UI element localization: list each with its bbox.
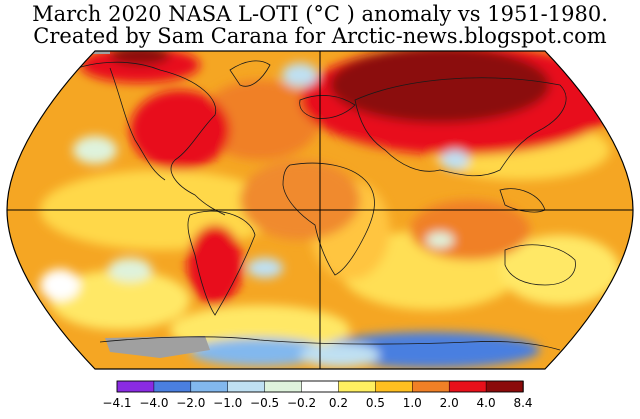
map-title-line-1: March 2020 NASA L-OTI (°C ) anomaly vs 1… (32, 2, 608, 26)
cool-patch (247, 258, 283, 278)
legend-tick-label: 0.2 (328, 396, 348, 410)
legend-tick-label: 8.4 (513, 396, 533, 410)
map-title-line-2: Created by Sam Carana for Arctic-news.bl… (33, 24, 607, 48)
coastline-asia (354, 77, 567, 177)
legend-tick-label: 2.0 (439, 396, 459, 410)
cool-patch (282, 63, 318, 87)
legend-swatches (116, 380, 524, 393)
legend-swatch (116, 380, 155, 393)
antarctic-cool (190, 338, 330, 366)
coastline-australia (504, 244, 576, 286)
legend-tick-label: −0.5 (250, 396, 280, 410)
coastline-greenland (229, 60, 271, 87)
anomaly-patch (500, 235, 620, 305)
legend-tick-label: −4.1 (102, 396, 132, 410)
coastline-south-america (187, 210, 256, 316)
legend-swatch (227, 380, 266, 393)
coastline-north-america-west (109, 67, 166, 181)
coastline-europe (299, 95, 356, 119)
legend-tick-label: −1.0 (213, 396, 243, 410)
anomaly-hotspot (187, 225, 243, 305)
cool-patch (73, 136, 117, 164)
legend-swatch (375, 380, 414, 393)
legend-tick-label: −2.0 (176, 396, 206, 410)
legend-swatch (190, 380, 229, 393)
legend-swatch (448, 380, 487, 393)
legend-tick-label: 1.0 (402, 396, 422, 410)
anomaly-patch (200, 80, 320, 160)
legend-swatch (412, 380, 450, 393)
coastline-africa (282, 162, 375, 276)
legend-tick-label: 4.0 (476, 396, 496, 410)
cool-patch (426, 232, 454, 248)
coastline-north-america (59, 61, 226, 216)
cool-patch (441, 150, 469, 170)
coastline-antarctica (99, 336, 561, 351)
cool-patch (108, 258, 152, 282)
legend-swatch (264, 380, 303, 393)
anomaly-patch (50, 270, 190, 330)
legend-swatch (153, 380, 192, 393)
map-border (6, 50, 634, 370)
missing-data-region (105, 336, 210, 358)
legend-frame (116, 380, 524, 393)
anomaly-hotspot (130, 90, 230, 170)
anomaly-extreme (330, 51, 550, 123)
legend-tick-label: 0.5 (365, 396, 385, 410)
anomaly-extreme (110, 51, 170, 65)
legend-swatch (338, 380, 377, 393)
anomaly-patch (240, 160, 360, 240)
legend-tick-label: −0.2 (286, 396, 317, 410)
cool-patch (40, 269, 80, 301)
legend-swatch (485, 380, 524, 393)
legend-swatch (301, 380, 340, 393)
legend-tick-label: −4.0 (139, 396, 169, 410)
